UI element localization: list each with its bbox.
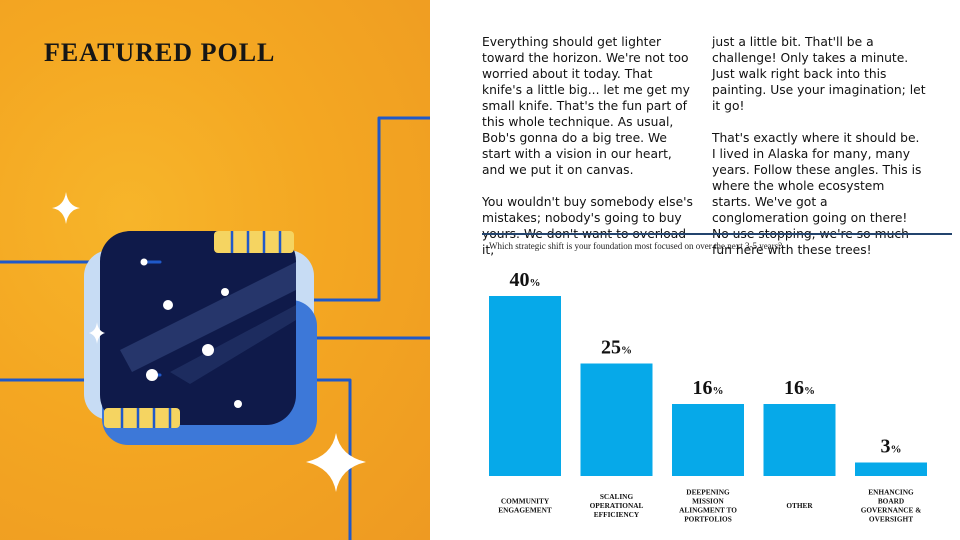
chip-pins-bottom bbox=[104, 408, 180, 428]
sparkle-icons bbox=[52, 192, 366, 492]
paragraph: just a little bit. That'll be a challeng… bbox=[712, 35, 926, 113]
circuit-chip-illustration bbox=[0, 116, 430, 540]
page-title: FEATURED POLL bbox=[44, 38, 276, 67]
bar bbox=[855, 462, 927, 476]
category-label: COMMUNITY ENGAGEMENT bbox=[498, 497, 552, 515]
body-column-1: Everything should get lighter toward the… bbox=[482, 34, 696, 274]
data-label: 40% bbox=[510, 269, 541, 291]
content-panel: Everything should get lighter toward the… bbox=[430, 0, 960, 540]
category-label: ENHANCING BOARD GOVERNANCE & OVERSIGHT bbox=[861, 488, 922, 524]
data-label: 25% bbox=[601, 337, 632, 359]
data-label: 3% bbox=[881, 436, 902, 458]
data-label: 16% bbox=[784, 377, 815, 399]
body-column-2: just a little bit. That'll be a challeng… bbox=[712, 34, 926, 274]
category-label: SCALING OPERATIONAL EFFICIENCY bbox=[590, 492, 644, 519]
poll-bar-chart: 40% COMMUNITY ENGAGEMENT 25% SCALING OPERATIO… bbox=[489, 269, 927, 524]
chip-nodes bbox=[140, 258, 242, 408]
chart-title: Which strategic shift is your foundation… bbox=[489, 241, 783, 251]
category-label: DEEPENING MISSION ALINGMENT TO PORTFOLIOS bbox=[679, 488, 737, 524]
bar bbox=[672, 404, 744, 476]
paragraph: That's exactly where it should be. I liv… bbox=[712, 131, 922, 257]
data-label: 16% bbox=[693, 377, 724, 399]
bar bbox=[580, 363, 653, 476]
illustration-panel: FEATURED POLL bbox=[0, 0, 430, 540]
chip-pins-top bbox=[214, 231, 294, 253]
divider-rule bbox=[482, 233, 952, 235]
bar bbox=[489, 296, 561, 476]
paragraph: Everything should get lighter toward the… bbox=[482, 35, 690, 177]
category-label: OTHER bbox=[786, 501, 813, 510]
bar bbox=[763, 404, 836, 476]
